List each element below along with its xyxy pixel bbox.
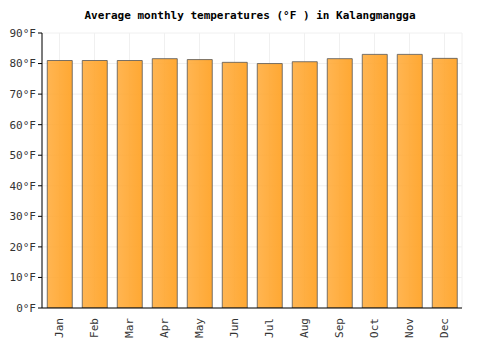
html-text:Average monthly temperatures (: Average monthly temperatures (°F ) in Ka… xyxy=(84,9,416,22)
svg-text:Dec: Dec xyxy=(438,318,451,338)
svg-text:60°F: 60°F xyxy=(10,119,37,132)
svg-text:Jun: Jun xyxy=(228,318,241,338)
svg-text:Oct: Oct xyxy=(368,318,381,338)
svg-text:Nov: Nov xyxy=(403,318,416,338)
svg-text:May: May xyxy=(193,318,206,338)
svg-text:Aug: Aug xyxy=(298,318,311,338)
svg-text:30°F: 30°F xyxy=(10,210,37,223)
svg-text:90°F: 90°F xyxy=(10,27,37,40)
svg-text:Sep: Sep xyxy=(333,318,346,338)
svg-text:Jan: Jan xyxy=(53,318,66,338)
svg-text:20°F: 20°F xyxy=(10,241,37,254)
svg-text:Feb: Feb xyxy=(88,318,101,338)
svg-text:40°F: 40°F xyxy=(10,180,37,193)
svg-text:10°F: 10°F xyxy=(10,271,37,284)
svg-text:Mar: Mar xyxy=(123,318,136,338)
svg-text:Jul: Jul xyxy=(263,318,276,338)
svg-text:50°F: 50°F xyxy=(10,149,37,162)
svg-text:80°F: 80°F xyxy=(10,57,37,70)
svg-text:Apr: Apr xyxy=(158,318,171,338)
svg-text:70°F: 70°F xyxy=(10,88,37,101)
svg-text:0°F: 0°F xyxy=(16,302,36,315)
